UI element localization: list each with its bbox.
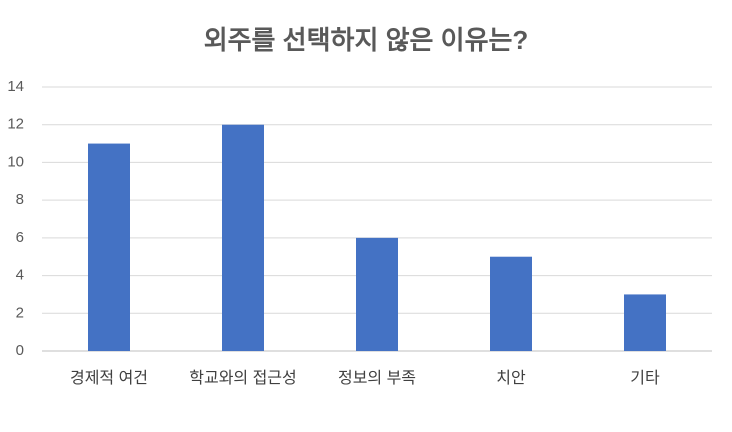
y-tick-label: 8 — [16, 191, 24, 208]
bar — [222, 124, 264, 351]
bar — [624, 294, 666, 351]
y-tick-label: 14 — [7, 78, 24, 95]
y-tick-label: 4 — [16, 267, 24, 284]
chart-title: 외주를 선택하지 않은 이유는? — [204, 25, 529, 55]
y-tick-label: 12 — [7, 116, 24, 133]
x-tick-label: 정보의 부족 — [337, 370, 417, 387]
x-tick-label: 학교와의 접근성 — [189, 370, 297, 387]
y-tick-label: 0 — [16, 342, 24, 359]
x-tick-label: 경제적 여건 — [69, 370, 149, 387]
bar — [356, 237, 398, 351]
x-tick-label: 기타 — [630, 370, 660, 387]
y-tick-label: 10 — [7, 153, 24, 170]
x-tick-label: 치안 — [496, 370, 526, 387]
bar — [88, 143, 130, 351]
bar — [490, 256, 532, 351]
y-tick-label: 2 — [16, 304, 24, 321]
y-tick-label: 6 — [16, 229, 24, 246]
